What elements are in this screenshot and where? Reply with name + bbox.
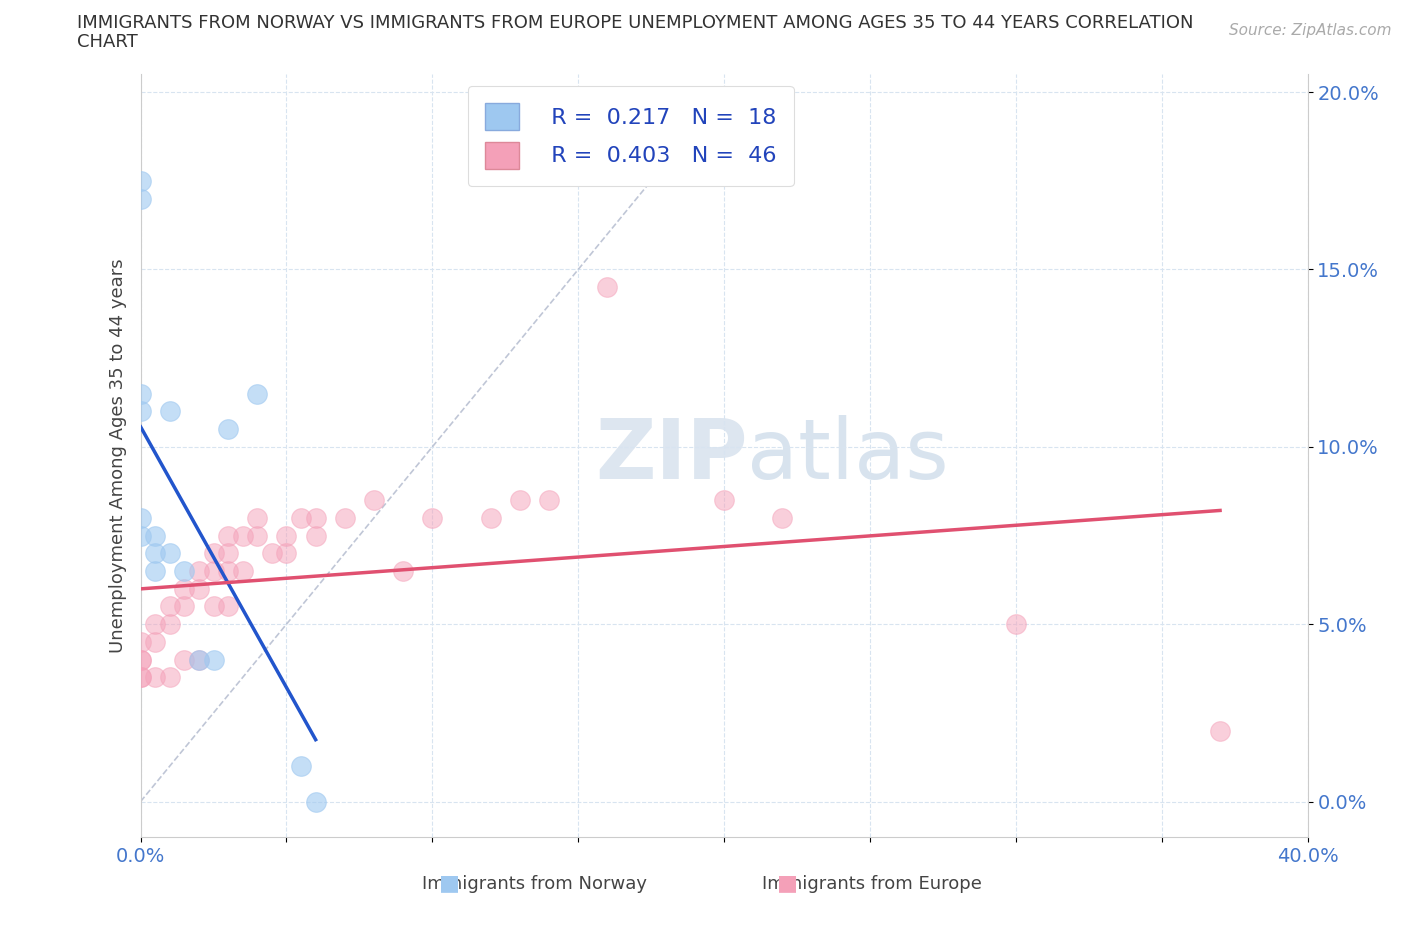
Point <box>188 564 211 578</box>
Point <box>202 652 225 667</box>
Point <box>188 652 211 667</box>
Point <box>596 280 619 295</box>
Point <box>159 617 181 631</box>
Point <box>260 546 283 561</box>
Point <box>159 599 181 614</box>
Point <box>129 404 152 418</box>
Y-axis label: Unemployment Among Ages 35 to 44 years: Unemployment Among Ages 35 to 44 years <box>108 259 127 653</box>
Point <box>173 599 195 614</box>
Point <box>129 670 152 684</box>
Point <box>509 493 531 508</box>
Point <box>143 546 166 561</box>
Point <box>232 564 254 578</box>
Point <box>143 617 166 631</box>
Text: ZIP: ZIP <box>595 415 748 497</box>
Point <box>1209 724 1232 738</box>
Point <box>129 528 152 543</box>
Text: atlas: atlas <box>748 415 949 497</box>
Point <box>217 528 239 543</box>
Point <box>363 493 385 508</box>
Point <box>392 564 415 578</box>
Point <box>202 599 225 614</box>
Text: IMMIGRANTS FROM NORWAY VS IMMIGRANTS FROM EUROPE UNEMPLOYMENT AMONG AGES 35 TO 4: IMMIGRANTS FROM NORWAY VS IMMIGRANTS FRO… <box>77 14 1194 32</box>
Point <box>333 511 356 525</box>
Point <box>173 652 195 667</box>
Text: Immigrants from Norway: Immigrants from Norway <box>422 875 647 893</box>
Text: ■: ■ <box>440 872 460 893</box>
Point <box>246 511 269 525</box>
Point <box>202 546 225 561</box>
Point <box>129 191 152 206</box>
Point <box>217 546 239 561</box>
Point <box>305 528 328 543</box>
Point <box>217 564 239 578</box>
Point <box>246 386 269 401</box>
Point <box>143 564 166 578</box>
Point <box>129 511 152 525</box>
Text: Immigrants from Europe: Immigrants from Europe <box>762 875 981 893</box>
Point <box>129 386 152 401</box>
Point <box>305 794 328 809</box>
Point <box>276 546 298 561</box>
Point <box>422 511 444 525</box>
Point <box>479 511 502 525</box>
Legend:   R =  0.217   N =  18,   R =  0.403   N =  46: R = 0.217 N = 18, R = 0.403 N = 46 <box>468 86 794 186</box>
Point <box>772 511 794 525</box>
Point <box>305 511 328 525</box>
Point <box>159 546 181 561</box>
Text: Source: ZipAtlas.com: Source: ZipAtlas.com <box>1229 23 1392 38</box>
Point <box>232 528 254 543</box>
Point <box>143 670 166 684</box>
Point <box>129 670 152 684</box>
Point <box>290 759 312 774</box>
Text: ■: ■ <box>778 872 797 893</box>
Point <box>173 581 195 596</box>
Point <box>538 493 561 508</box>
Point <box>129 173 152 188</box>
Point <box>143 634 166 649</box>
Point <box>217 599 239 614</box>
Point <box>188 581 211 596</box>
Point <box>246 528 269 543</box>
Text: CHART: CHART <box>77 33 138 50</box>
Point <box>159 404 181 418</box>
Point <box>290 511 312 525</box>
Point <box>276 528 298 543</box>
Point <box>217 421 239 436</box>
Point <box>713 493 735 508</box>
Point <box>129 652 152 667</box>
Point <box>173 564 195 578</box>
Point <box>188 652 211 667</box>
Point <box>129 634 152 649</box>
Point <box>143 528 166 543</box>
Point <box>202 564 225 578</box>
Point <box>1005 617 1028 631</box>
Point <box>129 652 152 667</box>
Point <box>159 670 181 684</box>
